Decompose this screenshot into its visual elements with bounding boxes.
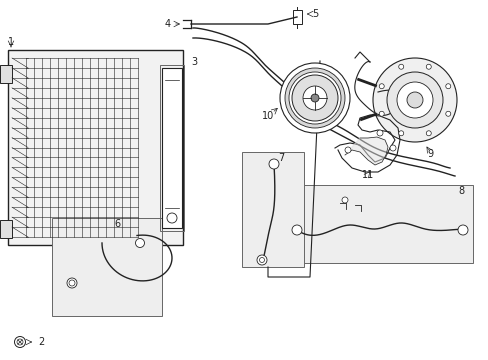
Circle shape xyxy=(379,84,384,89)
Text: 2: 2 xyxy=(38,337,44,347)
Bar xyxy=(0,220,12,238)
Circle shape xyxy=(310,94,318,102)
Circle shape xyxy=(376,130,382,136)
Bar xyxy=(0,65,12,83)
Circle shape xyxy=(303,86,326,110)
Circle shape xyxy=(445,111,450,116)
Circle shape xyxy=(457,225,467,235)
Circle shape xyxy=(17,339,23,345)
Circle shape xyxy=(445,84,450,89)
Circle shape xyxy=(379,111,384,116)
Bar xyxy=(52,218,162,316)
Circle shape xyxy=(396,82,432,118)
Circle shape xyxy=(268,159,279,169)
Text: 5: 5 xyxy=(311,9,318,19)
Text: 3: 3 xyxy=(190,57,197,67)
Text: 9: 9 xyxy=(426,149,432,159)
Circle shape xyxy=(386,72,442,128)
Circle shape xyxy=(288,72,340,124)
Circle shape xyxy=(135,238,144,248)
Text: 4: 4 xyxy=(164,19,171,29)
Circle shape xyxy=(426,131,430,136)
Text: 7: 7 xyxy=(277,153,284,163)
Text: 6: 6 xyxy=(114,219,120,229)
Circle shape xyxy=(291,225,302,235)
Circle shape xyxy=(341,197,347,203)
Circle shape xyxy=(389,145,395,151)
Circle shape xyxy=(259,257,264,262)
Circle shape xyxy=(398,131,403,136)
Bar xyxy=(292,10,302,24)
Text: 11: 11 xyxy=(361,170,373,180)
Bar xyxy=(285,185,472,263)
Circle shape xyxy=(15,337,25,347)
Circle shape xyxy=(280,63,349,133)
Circle shape xyxy=(257,255,266,265)
Circle shape xyxy=(291,75,337,121)
Circle shape xyxy=(167,213,177,223)
Bar xyxy=(242,152,304,267)
Bar xyxy=(8,50,183,245)
Text: 10: 10 xyxy=(262,111,274,121)
Polygon shape xyxy=(345,137,387,165)
Circle shape xyxy=(372,58,456,142)
Circle shape xyxy=(285,68,345,128)
Circle shape xyxy=(69,280,75,286)
Circle shape xyxy=(426,64,430,69)
Circle shape xyxy=(67,278,77,288)
Text: 8: 8 xyxy=(457,186,463,196)
Circle shape xyxy=(345,147,350,153)
Bar xyxy=(162,68,182,228)
Circle shape xyxy=(406,92,422,108)
Circle shape xyxy=(398,64,403,69)
Text: 1: 1 xyxy=(8,37,14,47)
Bar xyxy=(160,65,183,231)
